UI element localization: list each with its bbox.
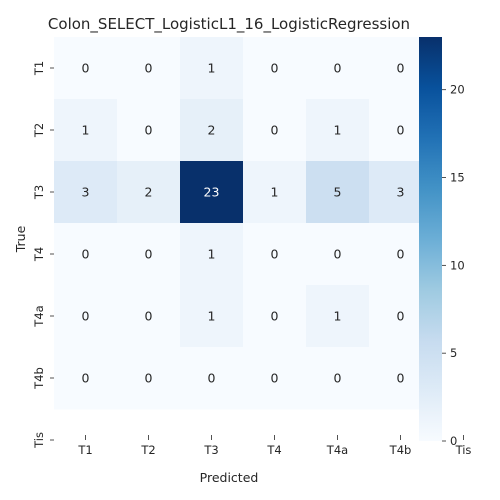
heatmap-cell [180, 223, 244, 286]
colorbar-tick-label: 20 [450, 83, 465, 97]
colorbar-ticks: 0 5 10 15 20 [442, 83, 465, 448]
heatmap-cell [54, 223, 118, 286]
heatmap-cells [54, 37, 433, 410]
heatmap-cell-value: 0 [208, 371, 216, 386]
colorbar [419, 37, 442, 441]
x-axis-label: Predicted [200, 470, 259, 485]
heatmap-cell-value: 3 [82, 185, 90, 200]
heatmap-cell [306, 285, 370, 348]
heatmap-cell-value: 0 [145, 371, 153, 386]
heatmap-cell-value: 1 [271, 185, 279, 200]
heatmap-cell-value: 1 [334, 309, 342, 324]
heatmap-cell-value: 1 [334, 123, 342, 138]
heatmap-cell-value: 1 [208, 247, 216, 262]
heatmap-cell-value: 1 [208, 61, 216, 76]
x-tick-label: Tis [455, 443, 472, 457]
heatmap-cell-value: 1 [208, 309, 216, 324]
heatmap-cell-value: 0 [271, 309, 279, 324]
heatmap-cell [306, 161, 370, 224]
heatmap-cell-value: 0 [82, 309, 90, 324]
heatmap-cell [117, 99, 181, 162]
y-tick-label: T4b [32, 367, 46, 390]
heatmap-cell [243, 347, 307, 410]
heatmap-cell [180, 285, 244, 348]
y-axis-ticks: T1 T2 T3 T4 T4a T4b Tis [32, 61, 54, 449]
y-tick-label: T1 [32, 61, 46, 76]
colorbar-tick-label: 5 [450, 346, 457, 360]
heatmap-cell-value: 0 [271, 371, 279, 386]
x-tick-label: T1 [77, 443, 92, 457]
heatmap-cell [180, 161, 244, 224]
heatmap-cell [54, 285, 118, 348]
x-axis-ticks: T1 T2 T3 T4 T4a T4b Tis [77, 435, 471, 457]
heatmap-cell-value: 0 [82, 371, 90, 386]
heatmap-cell-value: 0 [82, 247, 90, 262]
heatmap-cell [180, 347, 244, 410]
heatmap-cell-value: 0 [397, 247, 405, 262]
heatmap-cell [306, 99, 370, 162]
heatmap-cell-value: 0 [145, 123, 153, 138]
heatmap-cell-value: 2 [145, 185, 153, 200]
heatmap-cell [243, 99, 307, 162]
heatmap-cell-labels: 0 0 1 0 0 0 1 0 2 0 1 0 3 2 23 1 5 3 0 0 1 0 0 0 0 0 1 0 1 0 0 0 0 0 0 0 [82, 61, 405, 386]
heatmap-cell [180, 99, 244, 162]
heatmap-cell [54, 347, 118, 410]
x-tick-label: T4b [389, 443, 412, 457]
y-tick-label: T2 [32, 123, 46, 138]
x-tick-label: T3 [203, 443, 218, 457]
heatmap-cell [306, 223, 370, 286]
heatmap-cell [54, 161, 118, 224]
heatmap-cell [54, 99, 118, 162]
colorbar-tick-label: 0 [450, 434, 457, 448]
heatmap-cell-value: 1 [82, 123, 90, 138]
heatmap-cell-value: 0 [397, 309, 405, 324]
colorbar-tick-label: 15 [450, 171, 465, 185]
heatmap-cell-value: 0 [397, 61, 405, 76]
x-tick-label: T4a [326, 443, 348, 457]
heatmap-cell [306, 37, 370, 100]
y-tick-label: Tis [32, 432, 46, 449]
heatmap-cell [117, 161, 181, 224]
chart-title: Colon_SELECT_LogisticL1_16_LogisticRegre… [48, 15, 410, 34]
y-tick-label: T4a [32, 305, 46, 327]
heatmap-cell-value: 0 [334, 61, 342, 76]
heatmap-cell [243, 37, 307, 100]
heatmap-cell [117, 37, 181, 100]
heatmap-cell [306, 347, 370, 410]
heatmap-cell [117, 223, 181, 286]
heatmap-cell [117, 285, 181, 348]
heatmap-cell-value: 23 [204, 185, 220, 200]
heatmap-cell-value: 0 [271, 123, 279, 138]
heatmap-cell [54, 37, 118, 100]
x-tick-label: T2 [140, 443, 155, 457]
heatmap-cell-value: 0 [271, 61, 279, 76]
heatmap-cell-value: 0 [334, 247, 342, 262]
y-tick-label: T4 [32, 247, 46, 262]
heatmap-cell-value: 0 [145, 61, 153, 76]
heatmap-cell [243, 161, 307, 224]
heatmap-cell [243, 285, 307, 348]
heatmap-cell-value: 5 [334, 185, 342, 200]
heatmap-cell-value: 0 [145, 247, 153, 262]
y-tick-label: T3 [32, 185, 46, 200]
colorbar-tick-label: 10 [450, 258, 465, 272]
heatmap-cell-value: 0 [145, 309, 153, 324]
x-tick-label: T4 [266, 443, 281, 457]
heatmap-cell-value: 0 [397, 123, 405, 138]
heatmap-cell-value: 0 [82, 61, 90, 76]
heatmap-cell-value: 2 [208, 123, 216, 138]
heatmap-cell-value: 0 [271, 247, 279, 262]
heatmap-cell [117, 347, 181, 410]
heatmap-cell-value: 3 [397, 185, 405, 200]
y-axis-label: True [13, 225, 28, 253]
heatmap-cell [243, 223, 307, 286]
heatmap-cell [180, 37, 244, 100]
heatmap-cell-value: 0 [397, 371, 405, 386]
heatmap-cell-value: 0 [334, 371, 342, 386]
